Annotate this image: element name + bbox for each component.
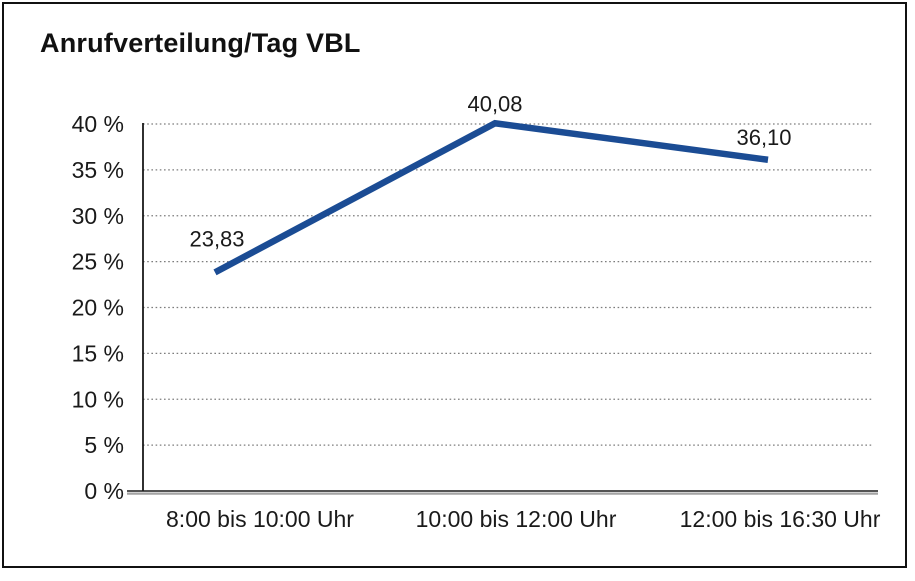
x-category-label: 8:00 bis 10:00 Uhr: [166, 506, 354, 532]
data-value-label: 40,08: [467, 91, 522, 116]
y-tick-label: 5 %: [84, 432, 124, 458]
y-tick-label: 20 %: [72, 295, 124, 321]
y-tick-label: 30 %: [72, 203, 124, 229]
y-tick-label: 10 %: [72, 386, 124, 412]
y-tick-label: 40 %: [72, 111, 124, 137]
y-tick-label: 25 %: [72, 249, 124, 275]
y-tick-label: 15 %: [72, 340, 124, 366]
x-category-label: 12:00 bis 16:30 Uhr: [680, 506, 881, 532]
x-category-label: 10:00 bis 12:00 Uhr: [416, 506, 617, 532]
chart-border: [2, 2, 907, 568]
data-value-label: 23,83: [189, 226, 244, 251]
y-tick-label: 35 %: [72, 157, 124, 183]
data-value-label: 36,10: [736, 125, 791, 150]
data-line: [213, 119, 769, 276]
y-tick-label: 0 %: [84, 478, 124, 504]
chart-title: Anrufverteilung/Tag VBL: [40, 28, 361, 58]
